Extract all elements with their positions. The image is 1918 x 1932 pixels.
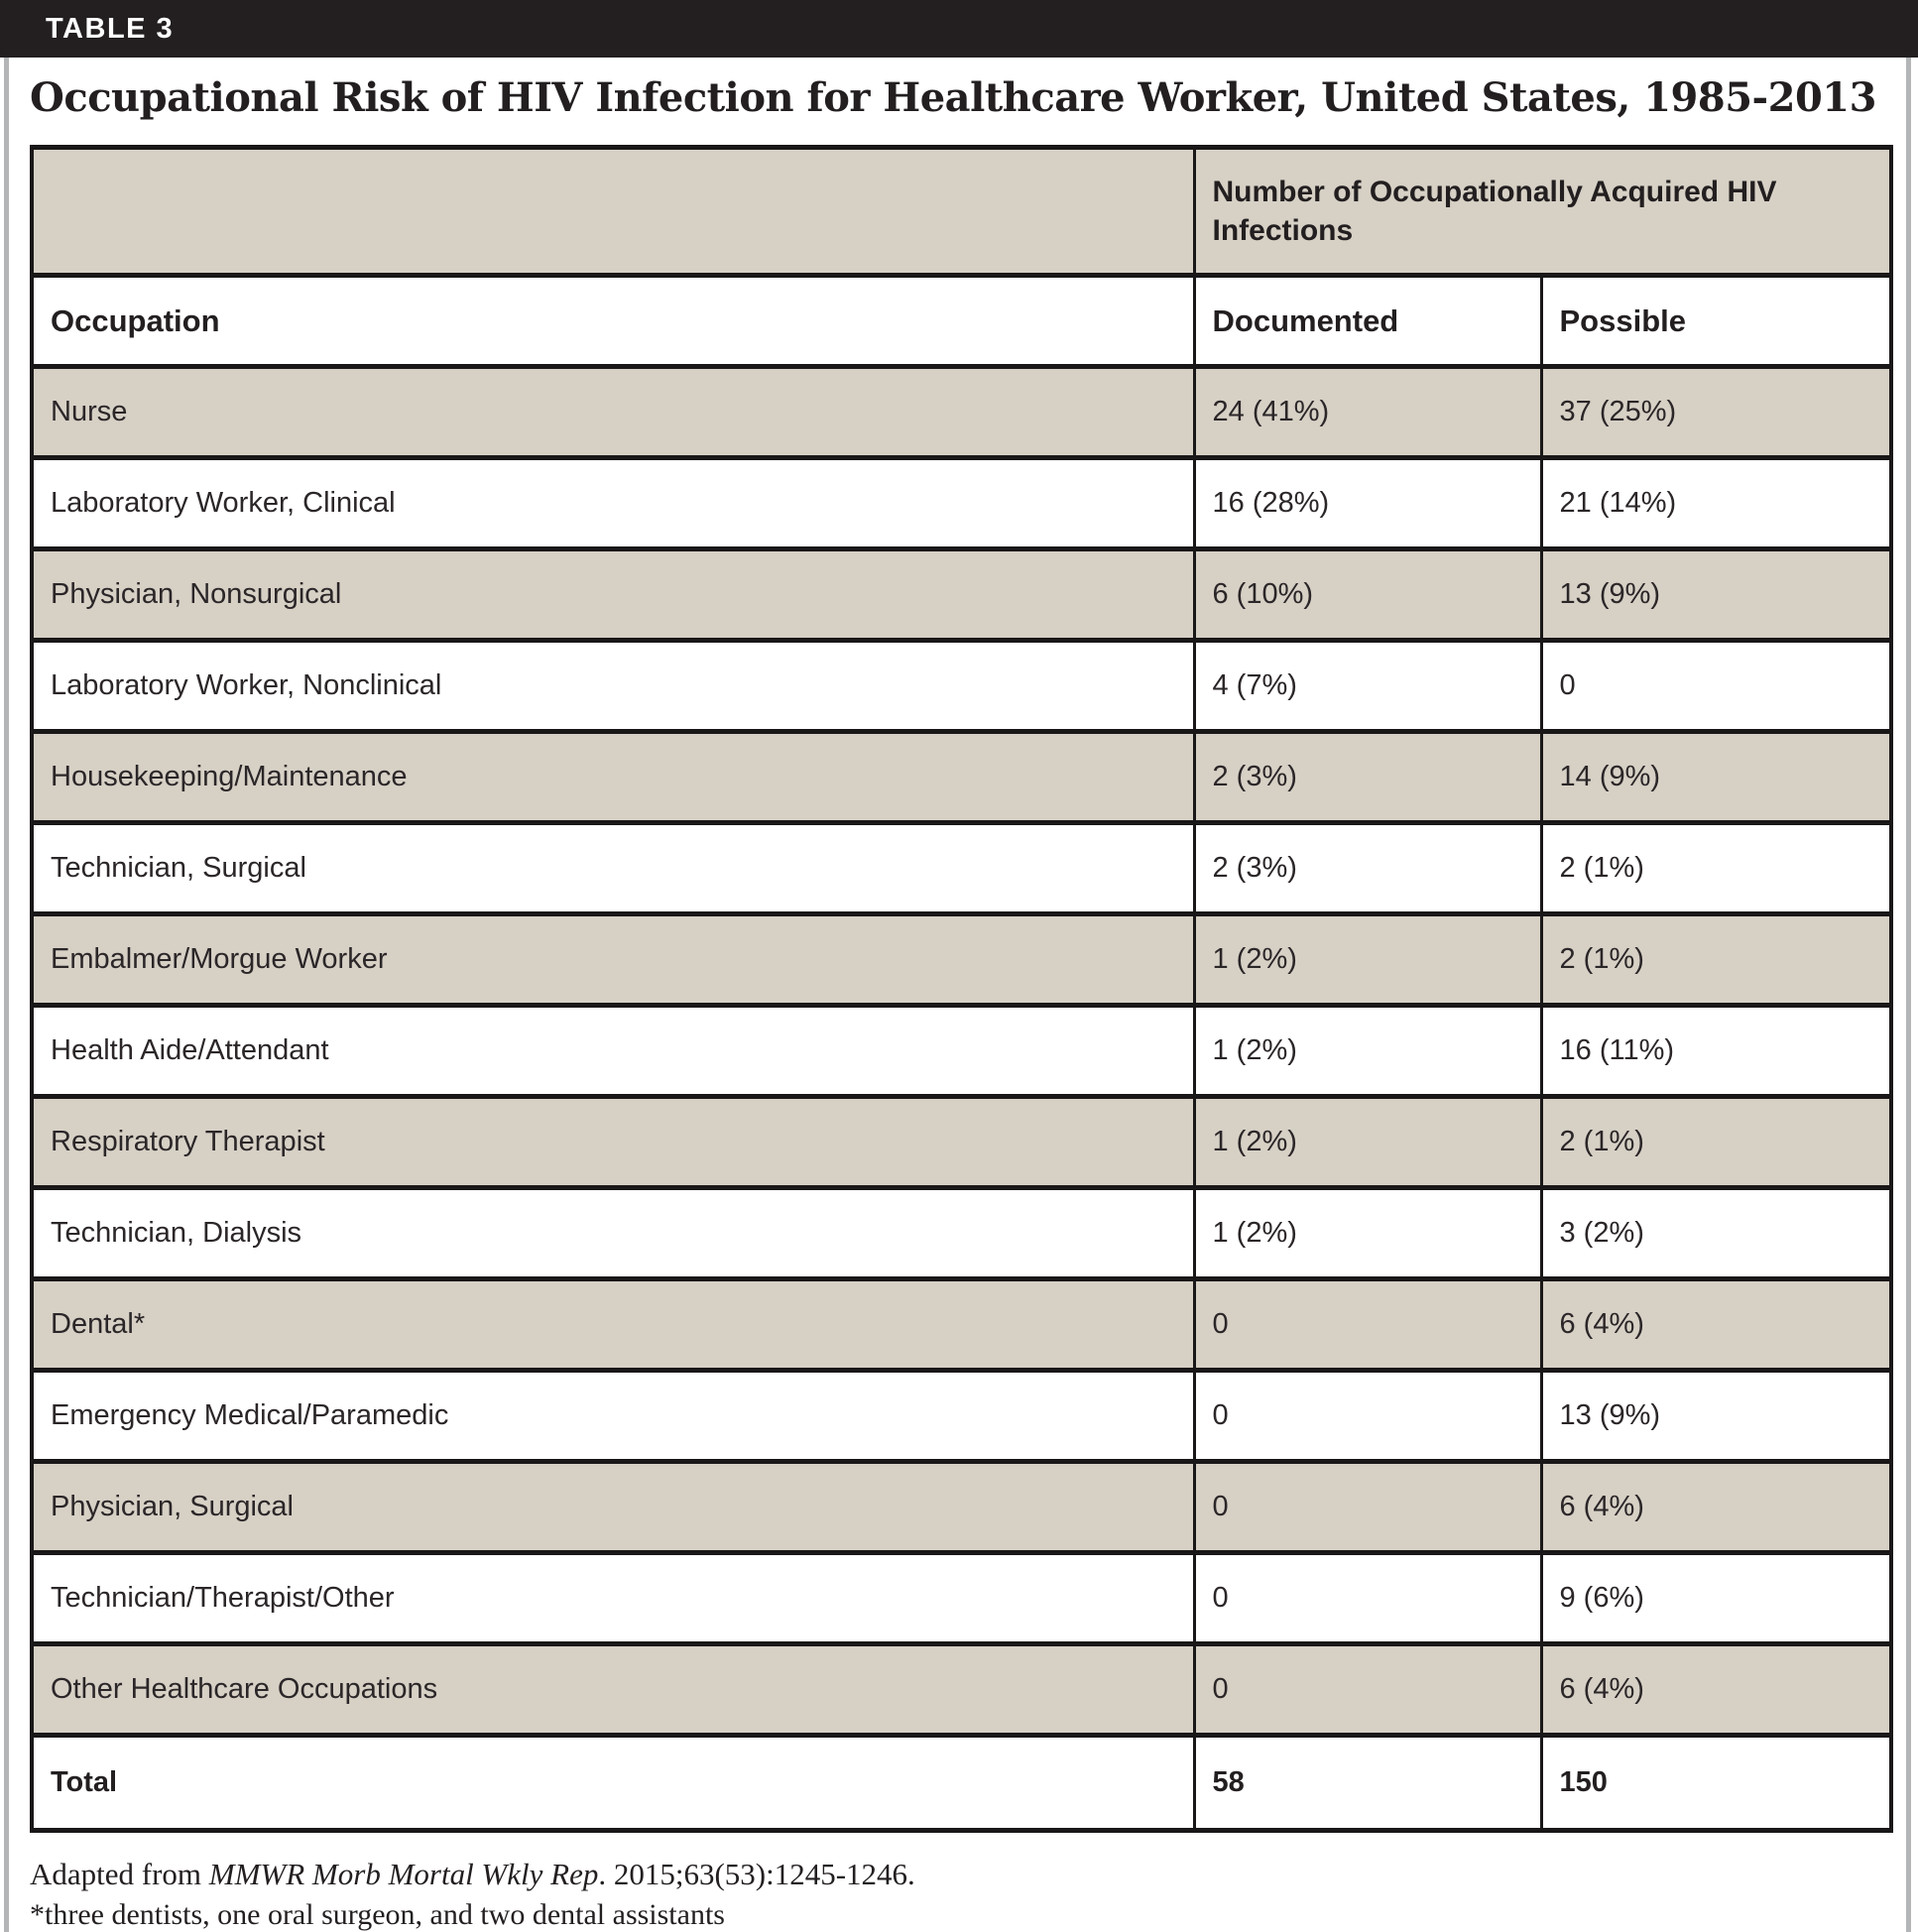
documented-cell: 1 (2%) [1192, 1185, 1543, 1281]
possible-cell: 37 (25%) [1539, 364, 1893, 460]
possible-cell: 13 (9%) [1539, 546, 1893, 643]
documented-cell: 4 (7%) [1192, 638, 1543, 734]
possible-cell: 6 (4%) [1539, 1276, 1893, 1373]
possible-cell: 6 (4%) [1539, 1459, 1893, 1555]
occupation-cell: Housekeeping/Maintenance [30, 729, 1196, 825]
table-row: Embalmer/Morgue Worker 1 (2%) 2 (1%) [30, 911, 1893, 1008]
citation-prefix: Adapted from [30, 1857, 209, 1891]
documented-cell: 2 (3%) [1192, 820, 1543, 916]
documented-cell: 0 [1192, 1459, 1543, 1555]
documented-cell: 1 (2%) [1192, 1094, 1543, 1190]
occupation-cell: Physician, Surgical [30, 1459, 1196, 1555]
documented-cell: 0 [1192, 1368, 1543, 1464]
occupation-cell: Other Healthcare Occupations [30, 1641, 1196, 1738]
occupation-cell: Respiratory Therapist [30, 1094, 1196, 1190]
possible-cell: 3 (2%) [1539, 1185, 1893, 1281]
occupation-cell: Health Aide/Attendant [30, 1003, 1196, 1099]
table-title: Occupational Risk of HIV Infection for H… [30, 74, 1876, 121]
documented-cell: 2 (3%) [1192, 729, 1543, 825]
occupation-cell: Dental* [30, 1276, 1196, 1373]
possible-cell: 9 (6%) [1539, 1550, 1893, 1646]
table-row: Health Aide/Attendant 1 (2%) 16 (11%) [30, 1003, 1893, 1099]
hiv-risk-table: Number of Occupationally Acquired HIV In… [30, 145, 1893, 1833]
occupation-cell: Nurse [30, 364, 1196, 460]
occupation-cell: Laboratory Worker, Clinical [30, 455, 1196, 551]
total-possible-cell: 150 [1539, 1733, 1893, 1833]
documented-cell: 0 [1192, 1550, 1543, 1646]
table-row: Dental* 0 6 (4%) [30, 1276, 1893, 1373]
occupation-cell: Physician, Nonsurgical [30, 546, 1196, 643]
group-header-row: Number of Occupationally Acquired HIV In… [30, 145, 1893, 278]
column-header-documented: Documented [1192, 273, 1543, 369]
documented-cell: 6 (10%) [1192, 546, 1543, 643]
occupation-cell: Laboratory Worker, Nonclinical [30, 638, 1196, 734]
possible-cell: 2 (1%) [1539, 820, 1893, 916]
table-label-bar: TABLE 3 [0, 0, 1918, 58]
column-header-row: Occupation Documented Possible [30, 273, 1893, 369]
possible-cell: 21 (14%) [1539, 455, 1893, 551]
table-header: Number of Occupationally Acquired HIV In… [30, 145, 1893, 369]
table-row: Technician/Therapist/Other 0 9 (6%) [30, 1550, 1893, 1646]
documented-cell: 16 (28%) [1192, 455, 1543, 551]
possible-cell: 13 (9%) [1539, 1368, 1893, 1464]
possible-cell: 14 (9%) [1539, 729, 1893, 825]
table-row: Other Healthcare Occupations 0 6 (4%) [30, 1641, 1893, 1738]
table-row: Respiratory Therapist 1 (2%) 2 (1%) [30, 1094, 1893, 1190]
table-row: Technician, Surgical 2 (3%) 2 (1%) [30, 820, 1893, 916]
possible-cell: 0 [1539, 638, 1893, 734]
table-label: TABLE 3 [46, 12, 175, 45]
citation-suffix: . 2015;63(53):1245-1246. [598, 1857, 915, 1891]
documented-cell: 1 (2%) [1192, 1003, 1543, 1099]
table-row: Physician, Nonsurgical 6 (10%) 13 (9%) [30, 546, 1893, 643]
group-header-cell: Number of Occupationally Acquired HIV In… [1192, 145, 1893, 278]
total-label-cell: Total [30, 1733, 1196, 1833]
table-row: Laboratory Worker, Nonclinical 4 (7%) 0 [30, 638, 1893, 734]
source-citation: Adapted from MMWR Morb Mortal Wkly Rep. … [30, 1857, 1918, 1892]
possible-cell: 6 (4%) [1539, 1641, 1893, 1738]
group-header-empty-cell [30, 145, 1196, 278]
table-row: Housekeeping/Maintenance 2 (3%) 14 (9%) [30, 729, 1893, 825]
group-header-text: Number of Occupationally Acquired HIV In… [1212, 176, 1777, 247]
table-row: Physician, Surgical 0 6 (4%) [30, 1459, 1893, 1555]
documented-cell: 1 (2%) [1192, 911, 1543, 1008]
left-page-rule [4, 58, 9, 1932]
table-row: Nurse 24 (41%) 37 (25%) [30, 364, 1893, 460]
occupation-cell: Technician/Therapist/Other [30, 1550, 1196, 1646]
column-header-possible: Possible [1539, 273, 1893, 369]
total-documented-cell: 58 [1192, 1733, 1543, 1833]
documented-cell: 0 [1192, 1276, 1543, 1373]
possible-cell: 16 (11%) [1539, 1003, 1893, 1099]
table-row: Technician, Dialysis 1 (2%) 3 (2%) [30, 1185, 1893, 1281]
table-row: Emergency Medical/Paramedic 0 13 (9%) [30, 1368, 1893, 1464]
documented-cell: 24 (41%) [1192, 364, 1543, 460]
column-header-occupation: Occupation [30, 273, 1196, 369]
occupation-cell: Technician, Dialysis [30, 1185, 1196, 1281]
table-row: Laboratory Worker, Clinical 16 (28%) 21 … [30, 455, 1893, 551]
occupation-cell: Technician, Surgical [30, 820, 1196, 916]
occupation-cell: Emergency Medical/Paramedic [30, 1368, 1196, 1464]
documented-cell: 0 [1192, 1641, 1543, 1738]
occupation-cell: Embalmer/Morgue Worker [30, 911, 1196, 1008]
dental-footnote: *three dentists, one oral surgeon, and t… [30, 1898, 725, 1931]
total-row: Total 58 150 [30, 1733, 1893, 1833]
possible-cell: 2 (1%) [1539, 911, 1893, 1008]
citation-journal: MMWR Morb Mortal Wkly Rep [208, 1857, 599, 1891]
table-body: Nurse 24 (41%) 37 (25%) Laboratory Worke… [30, 364, 1893, 1833]
right-page-rule [1906, 58, 1911, 1932]
possible-cell: 2 (1%) [1539, 1094, 1893, 1190]
